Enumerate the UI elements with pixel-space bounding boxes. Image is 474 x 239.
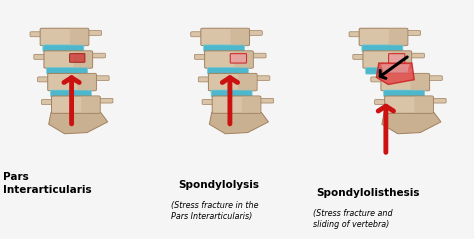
- FancyBboxPatch shape: [371, 77, 385, 82]
- FancyBboxPatch shape: [202, 99, 217, 104]
- FancyBboxPatch shape: [359, 28, 408, 46]
- FancyBboxPatch shape: [209, 73, 257, 91]
- FancyBboxPatch shape: [40, 28, 89, 46]
- FancyBboxPatch shape: [349, 32, 364, 37]
- FancyBboxPatch shape: [389, 28, 407, 45]
- FancyBboxPatch shape: [70, 28, 88, 45]
- Polygon shape: [49, 112, 108, 134]
- FancyBboxPatch shape: [81, 96, 100, 113]
- FancyBboxPatch shape: [46, 67, 88, 74]
- Text: Spondylolysis: Spondylolysis: [178, 180, 259, 190]
- FancyBboxPatch shape: [43, 45, 84, 52]
- FancyBboxPatch shape: [408, 53, 424, 58]
- FancyBboxPatch shape: [365, 67, 407, 74]
- FancyBboxPatch shape: [254, 76, 270, 81]
- FancyBboxPatch shape: [85, 31, 101, 35]
- FancyBboxPatch shape: [363, 51, 411, 68]
- Polygon shape: [376, 63, 414, 84]
- Polygon shape: [382, 112, 441, 134]
- FancyBboxPatch shape: [426, 76, 442, 81]
- FancyBboxPatch shape: [242, 96, 260, 113]
- FancyBboxPatch shape: [238, 74, 256, 91]
- FancyBboxPatch shape: [246, 31, 262, 35]
- FancyBboxPatch shape: [73, 51, 92, 68]
- FancyBboxPatch shape: [41, 99, 56, 104]
- FancyBboxPatch shape: [191, 32, 205, 37]
- FancyBboxPatch shape: [374, 99, 389, 104]
- FancyBboxPatch shape: [70, 54, 85, 62]
- FancyBboxPatch shape: [48, 73, 96, 91]
- FancyBboxPatch shape: [211, 90, 252, 97]
- FancyBboxPatch shape: [385, 96, 433, 113]
- FancyBboxPatch shape: [250, 53, 266, 58]
- FancyBboxPatch shape: [389, 54, 405, 63]
- FancyBboxPatch shape: [89, 53, 105, 58]
- FancyBboxPatch shape: [93, 76, 109, 81]
- FancyBboxPatch shape: [353, 54, 367, 59]
- FancyBboxPatch shape: [50, 90, 91, 97]
- FancyBboxPatch shape: [201, 28, 249, 46]
- FancyBboxPatch shape: [414, 96, 433, 113]
- FancyBboxPatch shape: [97, 98, 113, 103]
- FancyBboxPatch shape: [30, 32, 45, 37]
- FancyBboxPatch shape: [392, 51, 411, 68]
- FancyBboxPatch shape: [52, 96, 100, 113]
- FancyBboxPatch shape: [404, 31, 420, 35]
- FancyBboxPatch shape: [44, 51, 92, 68]
- FancyBboxPatch shape: [37, 77, 52, 82]
- FancyBboxPatch shape: [383, 90, 425, 97]
- FancyBboxPatch shape: [194, 54, 209, 59]
- FancyBboxPatch shape: [430, 98, 446, 103]
- FancyBboxPatch shape: [410, 74, 429, 91]
- Text: (Stress fracture in the
Pars Interarticularis): (Stress fracture in the Pars Interarticu…: [171, 201, 258, 221]
- FancyBboxPatch shape: [212, 96, 261, 113]
- FancyBboxPatch shape: [230, 28, 249, 45]
- Polygon shape: [210, 112, 268, 134]
- FancyBboxPatch shape: [34, 54, 48, 59]
- Polygon shape: [381, 64, 410, 73]
- FancyBboxPatch shape: [77, 74, 96, 91]
- Text: Pars
Interarticularis: Pars Interarticularis: [3, 173, 91, 195]
- Text: Spondylolisthesis: Spondylolisthesis: [317, 188, 420, 198]
- Text: (Stress fracture and
sliding of vertebra): (Stress fracture and sliding of vertebra…: [313, 209, 392, 229]
- FancyBboxPatch shape: [362, 45, 403, 52]
- FancyBboxPatch shape: [257, 98, 273, 103]
- FancyBboxPatch shape: [207, 67, 248, 74]
- FancyBboxPatch shape: [203, 45, 245, 52]
- FancyBboxPatch shape: [381, 73, 429, 91]
- FancyBboxPatch shape: [230, 54, 246, 63]
- FancyBboxPatch shape: [234, 51, 253, 68]
- FancyBboxPatch shape: [198, 77, 213, 82]
- FancyBboxPatch shape: [205, 51, 253, 68]
